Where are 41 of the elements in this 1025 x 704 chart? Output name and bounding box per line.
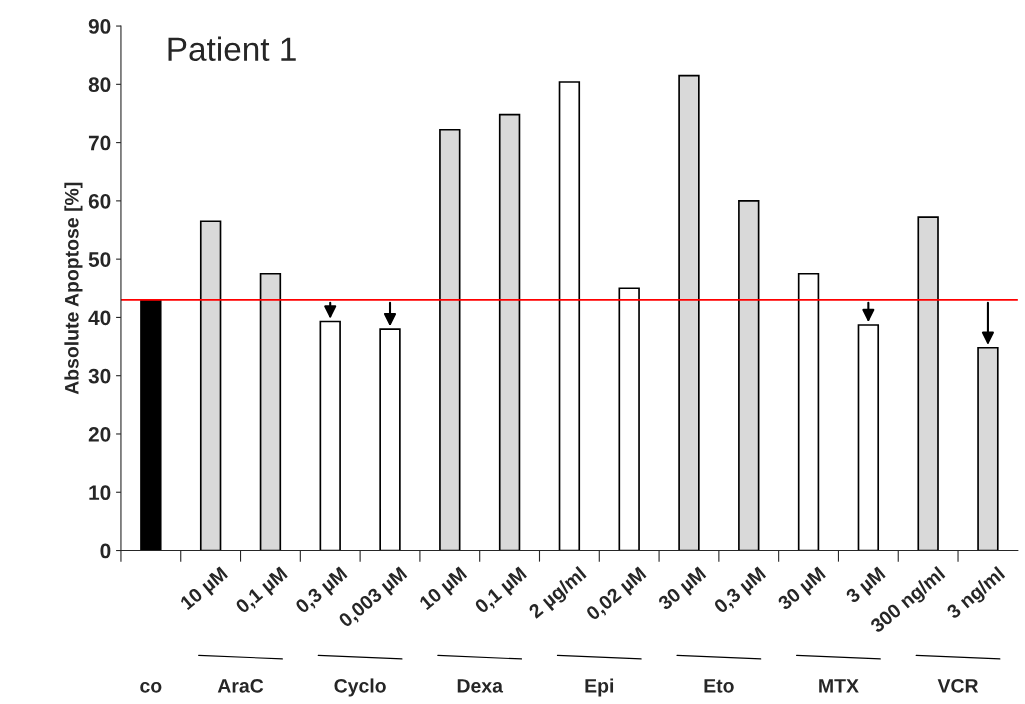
bar	[618, 287, 640, 551]
bar	[857, 324, 880, 551]
y-tick-label: 20	[88, 426, 111, 442]
bar	[199, 220, 222, 551]
x-tick-label: 3 µM	[844, 566, 889, 607]
y-axis-title: Absolute Apoptose [%]	[64, 182, 83, 395]
bar	[259, 272, 282, 551]
y-tick-label: 50	[88, 252, 111, 267]
text: Dexa	[457, 679, 504, 693]
y-tick-label: 80	[88, 77, 111, 93]
x-tick-label: 0,1 µM	[234, 566, 291, 617]
text: Cyclo	[334, 678, 386, 697]
bar	[678, 74, 700, 551]
y-tick-label: 10	[89, 485, 111, 501]
x-tick-label: 10 µM	[179, 566, 231, 614]
y-tick-label: 30	[88, 368, 111, 384]
chart-title: Patient 1	[168, 36, 296, 62]
y-tick-label: 60	[88, 193, 111, 209]
text: Eto	[704, 679, 734, 693]
x-tick-label: 0,1 µM	[473, 566, 530, 617]
text: Epi	[585, 678, 614, 697]
text: MTX	[819, 679, 859, 693]
bar	[439, 128, 461, 551]
text: AraC	[217, 678, 264, 693]
y-tick-label: 0	[100, 543, 111, 559]
text: VCR	[937, 678, 979, 693]
text: co	[140, 682, 162, 693]
bar	[797, 272, 820, 551]
bar	[498, 113, 521, 551]
bar	[917, 216, 939, 551]
bar	[558, 81, 581, 551]
y-tick-label: 40	[88, 310, 111, 326]
bar	[379, 328, 401, 551]
bar	[738, 200, 760, 551]
bar	[140, 299, 162, 551]
y-tick-label: 90	[88, 19, 111, 34]
x-tick-label: 30 µM	[776, 566, 829, 614]
x-tick-label: 0,3 µM	[713, 566, 769, 617]
x-tick-label: 10 µM	[418, 566, 470, 614]
y-tick-label: 70	[88, 135, 111, 151]
x-tick-label: 30 µM	[657, 566, 709, 614]
